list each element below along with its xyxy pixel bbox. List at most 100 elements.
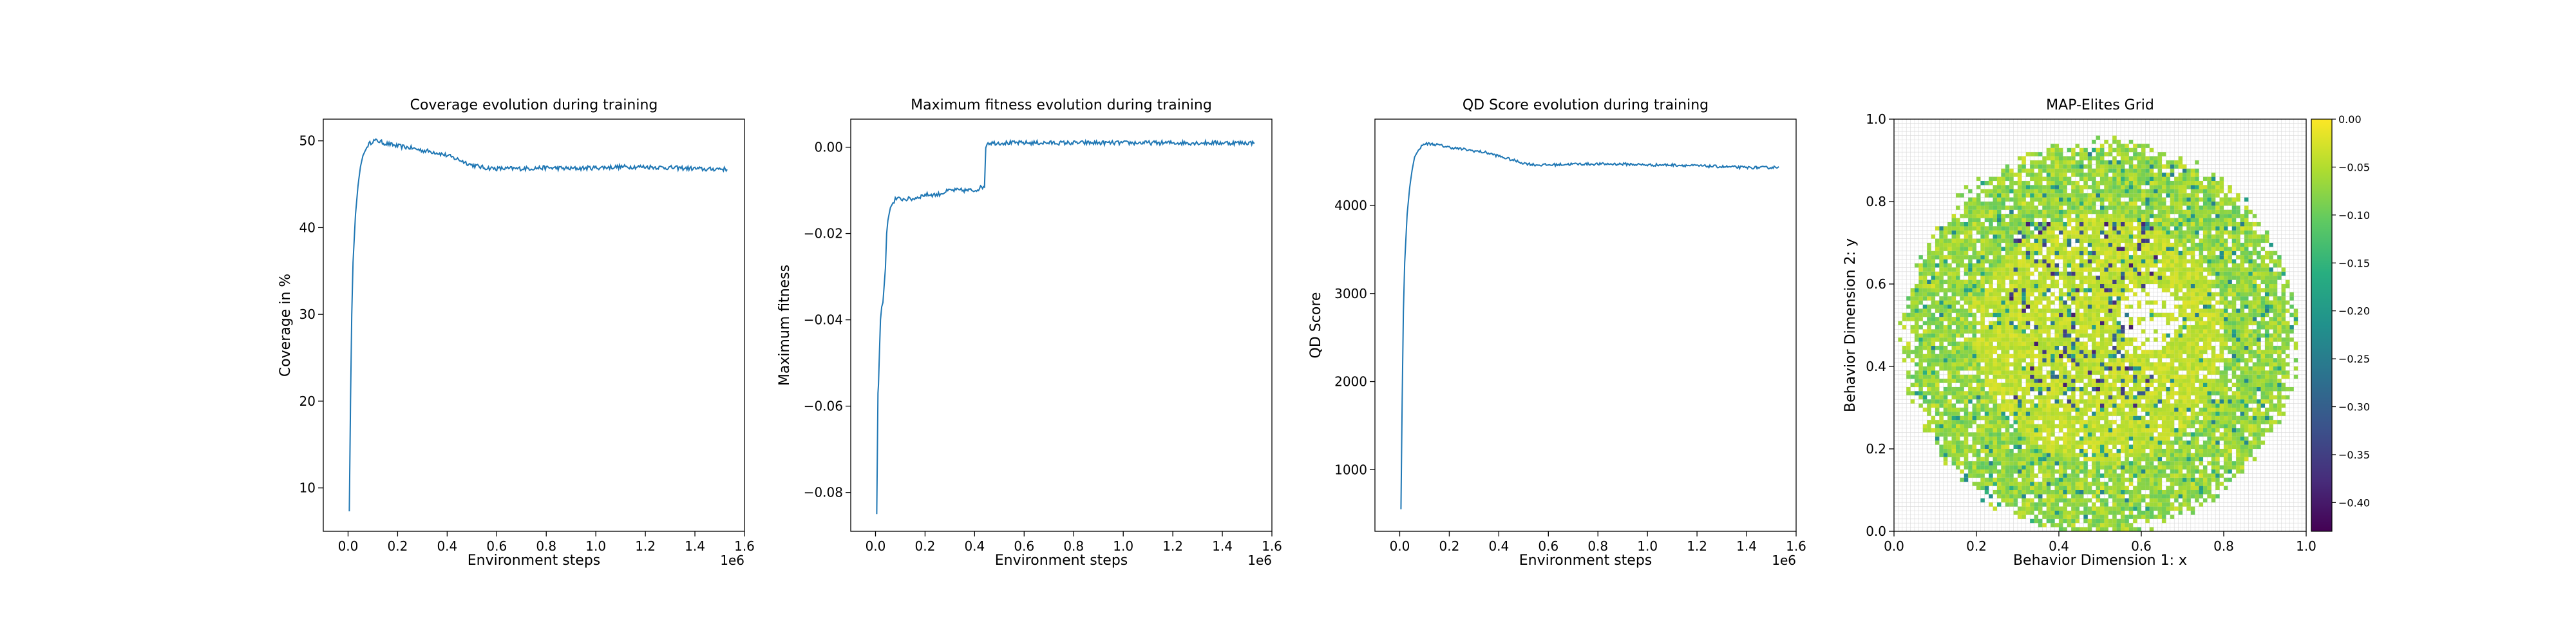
heatmap-cell	[2075, 477, 2079, 482]
heatmap-cell	[1976, 222, 1981, 227]
heatmap-cell	[1918, 312, 1923, 317]
heatmap-cell	[2054, 354, 2059, 359]
heatmap-cell	[2001, 263, 2005, 268]
heatmap-cell	[2096, 366, 2100, 371]
heatmap-cell	[2022, 308, 2026, 313]
heatmap-cell	[2104, 214, 2108, 218]
heatmap-cell	[2100, 457, 2105, 462]
heatmap-cell	[1906, 391, 1911, 395]
heatmap-cell	[2166, 403, 2170, 408]
heatmap-cell	[1947, 263, 1952, 268]
heatmap-cell	[1980, 181, 1985, 185]
heatmap-cell	[1910, 312, 1915, 317]
heatmap-cell	[1927, 317, 1931, 321]
heatmap-cell	[2022, 403, 2026, 408]
heatmap-cell	[2096, 238, 2100, 243]
heatmap-cell	[2092, 358, 2096, 363]
heatmap-cell	[2116, 296, 2121, 301]
heatmap-cell	[2054, 147, 2059, 153]
heatmap-cell	[2059, 300, 2063, 305]
heatmap-cell	[2121, 358, 2125, 363]
heatmap-cell	[2025, 502, 2031, 507]
heatmap-cell	[2112, 243, 2117, 247]
heatmap-cell	[2096, 305, 2100, 309]
heatmap-cell	[1972, 251, 1976, 256]
heatmap-cell	[2067, 449, 2072, 453]
heatmap-cell	[2174, 358, 2179, 363]
heatmap-cell	[2178, 243, 2183, 247]
heatmap-cell	[2104, 374, 2108, 379]
heatmap-cell	[2116, 243, 2121, 247]
heatmap-cell	[1951, 453, 1956, 457]
heatmap-cell	[2096, 494, 2100, 498]
heatmap-cell	[2157, 494, 2162, 498]
heatmap-cell	[2137, 461, 2141, 466]
series-line	[348, 138, 728, 512]
heatmap-cell	[2183, 276, 2187, 280]
heatmap-cell	[2067, 292, 2072, 297]
heatmap-cell	[2096, 515, 2100, 519]
heatmap-cell	[2108, 312, 2113, 317]
heatmap-cell	[2141, 374, 2146, 379]
heatmap-cell	[2128, 374, 2134, 379]
heatmap-cell	[2133, 214, 2137, 218]
heatmap-cell	[2030, 176, 2034, 181]
heatmap-cell	[2025, 181, 2031, 185]
heatmap-cell	[2112, 436, 2117, 441]
heatmap-cell	[2054, 222, 2059, 227]
heatmap-cell	[2087, 276, 2092, 280]
heatmap-cell	[2001, 276, 2005, 280]
heatmap-cell	[2030, 457, 2034, 462]
heatmap-cell	[1910, 391, 1915, 395]
heatmap-cell	[2104, 189, 2108, 194]
heatmap-cell	[2112, 350, 2117, 354]
heatmap-cell	[2141, 494, 2146, 498]
heatmap-cell	[2170, 424, 2175, 428]
x-axis-ticks: 0.0 0.2 0.4 0.6 0.8 1.0 1.2 1.4 1.6	[866, 531, 1282, 554]
heatmap-cell	[2121, 518, 2125, 524]
heatmap-cell	[2092, 420, 2096, 424]
heatmap-cell	[1951, 317, 1956, 321]
heatmap-cell	[2005, 312, 2010, 317]
heatmap-cell	[2100, 168, 2105, 173]
heatmap-cell	[2013, 420, 2018, 424]
heatmap-cell	[2054, 403, 2059, 408]
heatmap-cell	[2133, 189, 2137, 194]
heatmap-cell	[2083, 197, 2088, 202]
heatmap-cell	[2162, 234, 2166, 239]
heatmap-cell	[2125, 160, 2129, 165]
heatmap-cell	[2079, 412, 2084, 416]
heatmap-cell	[1997, 420, 2002, 424]
heatmap-cell	[2083, 209, 2088, 214]
heatmap-cell	[1972, 226, 1976, 231]
heatmap-cell	[2063, 255, 2067, 260]
heatmap-cell	[2063, 341, 2067, 346]
heatmap-cell	[2092, 205, 2096, 210]
heatmap-cell	[2174, 449, 2179, 453]
heatmap-cell	[2108, 473, 2113, 478]
heatmap-cell	[1927, 350, 1931, 354]
heatmap-cell	[2071, 276, 2076, 280]
heatmap-cell	[1976, 453, 1981, 457]
heatmap-cell	[2038, 296, 2043, 301]
heatmap-cell	[1947, 424, 1952, 428]
heatmap-cell	[2133, 432, 2137, 437]
heatmap-cell	[1951, 379, 1956, 383]
heatmap-cell	[2166, 247, 2170, 251]
heatmap-cell	[2092, 387, 2096, 392]
heatmap-cell	[1993, 251, 1997, 256]
heatmap-cell	[2083, 156, 2088, 160]
heatmap-cell	[2104, 465, 2108, 469]
heatmap-cell	[1910, 383, 1915, 387]
heatmap-cell	[2112, 135, 2117, 140]
heatmap-cell	[2025, 440, 2031, 445]
heatmap-cell	[2034, 279, 2038, 284]
heatmap-cell	[2141, 193, 2146, 198]
heatmap-cell	[2022, 284, 2026, 289]
heatmap-cell	[1980, 498, 1985, 503]
heatmap-cell	[2022, 337, 2026, 342]
heatmap-cell	[1972, 284, 1976, 289]
heatmap-cell	[2034, 234, 2038, 239]
heatmap-cell	[2079, 176, 2084, 181]
heatmap-cell	[2013, 436, 2018, 441]
